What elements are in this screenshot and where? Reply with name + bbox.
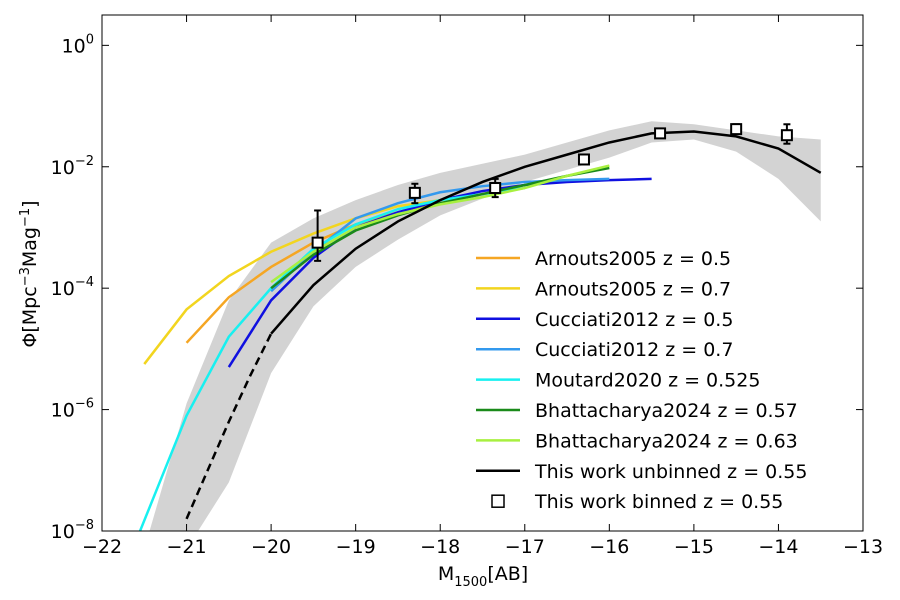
y-tick-label: 10−6 (51, 397, 94, 422)
y-tick-label: 10−4 (51, 275, 94, 300)
legend-label: Cucciati2012 z = 0.5 (535, 309, 733, 331)
legend-entry: Arnouts2005 z = 0.5 (476, 248, 731, 270)
x-tick-label: −15 (674, 536, 714, 558)
legend-label: Bhattacharya2024 z = 0.63 (535, 430, 798, 452)
binned-point (489, 177, 502, 199)
x-tick-label: −21 (167, 536, 207, 558)
x-tick-label: −13 (843, 536, 883, 558)
series-line-6 (270, 164, 610, 284)
x-tick-label: −22 (82, 536, 122, 558)
binned-marker (311, 236, 324, 249)
binned-points-layer (311, 123, 793, 262)
legend-entry: Bhattacharya2024 z = 0.57 (476, 400, 798, 422)
series-layer (138, 130, 822, 531)
binned-marker (654, 127, 667, 140)
y-tick-label: 10−2 (51, 154, 94, 179)
x-tick-label: −18 (420, 536, 460, 558)
y-tick-label: 10−8 (51, 518, 94, 543)
x-axis-label: M1500[AB] (438, 563, 528, 590)
legend-label: Arnouts2005 z = 0.7 (535, 278, 731, 300)
legend-entry: This work binned z = 0.55 (491, 491, 783, 513)
legend-label: Moutard2020 z = 0.525 (535, 370, 760, 392)
y-tick-label: 100 (62, 32, 94, 57)
binned-point (408, 182, 421, 205)
legend-label: Bhattacharya2024 z = 0.57 (535, 400, 798, 422)
binned-marker (489, 182, 502, 195)
binned-marker (780, 129, 793, 142)
legend-entry: Cucciati2012 z = 0.5 (476, 309, 733, 331)
binned-marker (408, 186, 421, 199)
binned-point (730, 123, 743, 136)
legend-entry: Cucciati2012 z = 0.7 (476, 339, 733, 361)
binned-marker (577, 153, 590, 166)
legend-entry: This work unbinned z = 0.55 (476, 461, 807, 483)
x-tick-label: −20 (251, 536, 291, 558)
series-line-7 (270, 130, 822, 335)
y-axis-label: Φ[Mpc−3Mag−1] (18, 200, 41, 347)
legend-entry: Bhattacharya2024 z = 0.63 (476, 430, 798, 452)
y-axis-ticks: 100 10−2 10−4 10−6 10−8 (51, 32, 863, 543)
x-tick-label: −19 (336, 536, 376, 558)
x-tick-label: −14 (758, 536, 798, 558)
series-line-4 (138, 186, 525, 531)
legend-entry: Arnouts2005 z = 0.7 (476, 278, 731, 300)
series-line-dashed-7 (185, 333, 273, 520)
binned-point (311, 209, 324, 262)
x-tick-label: −16 (589, 536, 629, 558)
binned-point (780, 123, 793, 145)
legend-label: This work binned z = 0.55 (534, 491, 783, 513)
x-axis-ticks: −22 −21 −20 −19 −18 −17 −16 −15 −14 −13 (82, 15, 883, 558)
binned-point (577, 153, 590, 166)
binned-marker (730, 123, 743, 136)
plot-frame (101, 14, 864, 532)
legend-label: Arnouts2005 z = 0.5 (535, 248, 731, 270)
legend-label: Cucciati2012 z = 0.7 (535, 339, 733, 361)
legend-label: This work unbinned z = 0.55 (534, 461, 807, 483)
legend-entry: Moutard2020 z = 0.525 (476, 370, 760, 392)
x-tick-label: −17 (505, 536, 545, 558)
legend-swatch-marker (491, 494, 505, 508)
legend: Arnouts2005 z = 0.5 Arnouts2005 z = 0.7 Cu… (476, 248, 807, 513)
binned-point (654, 127, 667, 140)
